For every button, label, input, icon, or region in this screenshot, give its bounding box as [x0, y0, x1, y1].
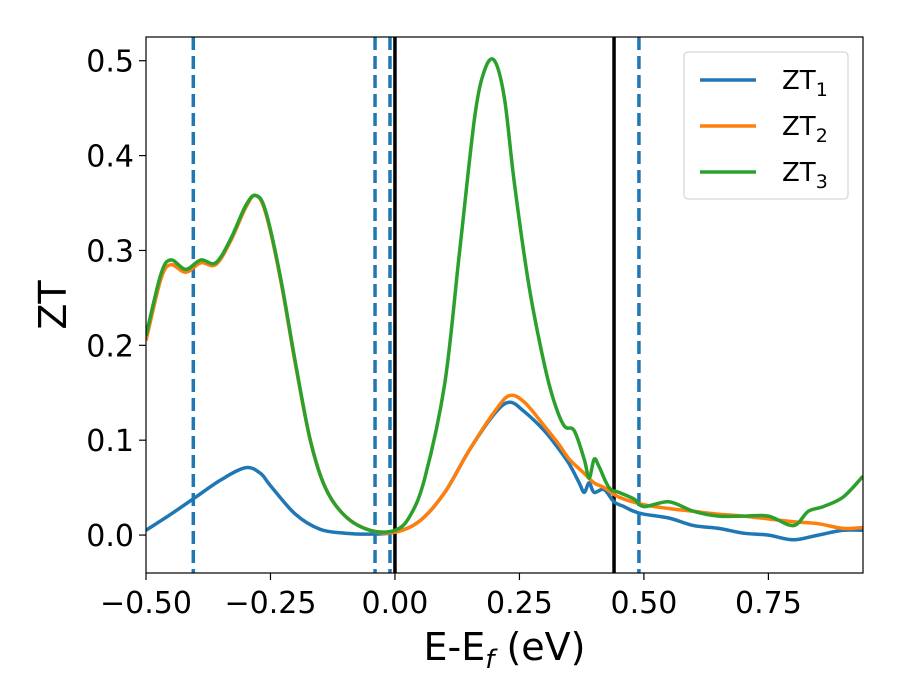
y-tick-label: 0.1	[86, 424, 134, 459]
legend-box	[683, 51, 849, 200]
x-axis-label: E-Ef (eV)	[424, 625, 586, 675]
y-tick-label: 0.3	[86, 234, 134, 269]
legend-label-1: ZT1	[782, 66, 828, 101]
y-axis-label: ZT	[31, 280, 75, 330]
series-layer	[146, 57, 863, 542]
y-tick-label: 0.4	[86, 140, 134, 175]
x-tick-label: −0.25	[225, 586, 317, 621]
y-tick-label: 0.5	[86, 45, 134, 80]
legend-label-3: ZT3	[782, 158, 828, 193]
series-line-3	[146, 57, 863, 534]
y-tick-label: 0.0	[86, 519, 134, 554]
x-axis-ticks: −0.50 −0.25 0.00 0.25 0.50 0.75	[100, 573, 802, 621]
x-tick-label: 0.25	[486, 586, 553, 621]
y-tick-label: 0.2	[86, 329, 134, 364]
series-line-1	[146, 400, 863, 542]
series-line-2	[146, 193, 863, 535]
y-axis-ticks: 0.0 0.1 0.2 0.3 0.4 0.5	[86, 45, 146, 554]
x-tick-label: −0.50	[100, 586, 192, 621]
x-tick-label: 0.00	[362, 586, 429, 621]
legend: ZT1 ZT2 ZT3	[683, 51, 849, 200]
plot-frame	[145, 36, 864, 574]
x-tick-label: 0.75	[735, 586, 802, 621]
legend-label-2: ZT2	[782, 112, 828, 147]
x-tick-label: 0.50	[611, 586, 678, 621]
vertical-marker-lines	[191, 37, 641, 573]
